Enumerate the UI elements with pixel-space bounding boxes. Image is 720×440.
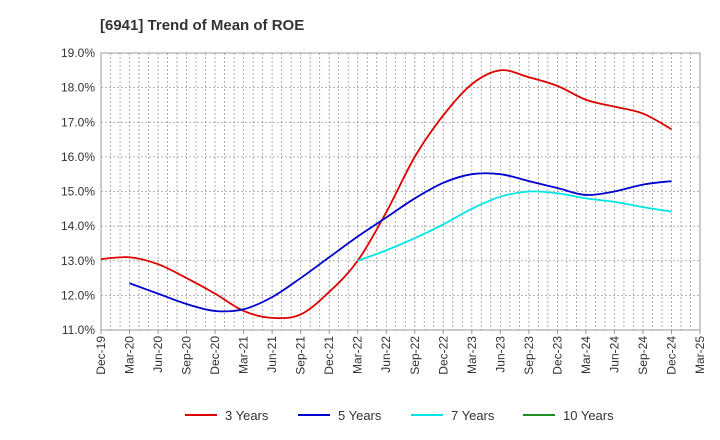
legend-label: 7 Years (451, 408, 495, 423)
y-tick-label: 15.0% (61, 185, 95, 199)
series-line-5-years (129, 172, 672, 313)
series-line-3-years (100, 69, 672, 320)
x-tick-label: Mar-20 (123, 336, 137, 374)
x-tick-label: Sep-21 (294, 336, 308, 375)
series-line-7-years (357, 190, 672, 262)
x-tick-label: Mar-21 (237, 336, 251, 374)
y-tick-label: 14.0% (61, 219, 95, 233)
y-tick-label: 13.0% (61, 254, 95, 268)
x-tick-label: Mar-24 (579, 336, 593, 374)
plot-area (100, 52, 701, 331)
plot-frame (100, 52, 701, 331)
y-axis-ticks: 19.0% 18.0% 17.0% 16.0% 15.0% 14.0% 13.0% 12.0%… (61, 46, 95, 337)
y-tick-label: 18.0% (61, 81, 95, 95)
x-tick-label: Mar-22 (351, 336, 365, 374)
x-tick-label: Mar-25 (693, 336, 707, 374)
y-tick-label: 19.0% (61, 46, 95, 60)
chart-title: [6941] Trend of Mean of ROE (100, 17, 304, 34)
x-tick-label: Sep-24 (636, 336, 650, 375)
x-tick-label: Jun-20 (151, 336, 165, 373)
x-tick-label: Sep-23 (522, 336, 536, 375)
x-axis-ticks: Dec-19 Mar-20 Jun-20 Sep-20 Dec-20 Mar-21 Jun-… (94, 330, 707, 375)
x-tick-label: Dec-19 (94, 336, 108, 375)
x-tick-label: Jun-24 (607, 336, 621, 373)
legend-label: 10 Years (563, 408, 614, 423)
series-lines (100, 69, 672, 320)
y-tick-label: 11.0% (62, 323, 95, 337)
x-tick-label: Dec-23 (550, 336, 564, 375)
x-tick-label: Jun-22 (379, 336, 393, 373)
y-tick-label: 12.0% (61, 288, 95, 302)
legend: 3 Years 5 Years 7 Years 10 Years (185, 408, 614, 423)
legend-label: 5 Years (338, 408, 382, 423)
y-tick-label: 17.0% (61, 115, 95, 129)
legend-label: 3 Years (225, 408, 269, 423)
x-tick-label: Jun-23 (493, 336, 507, 373)
x-tick-label: Dec-22 (436, 336, 450, 375)
x-tick-label: Mar-23 (465, 336, 479, 374)
x-tick-label: Sep-20 (180, 336, 194, 375)
x-tick-label: Dec-21 (322, 336, 336, 375)
x-tick-label: Dec-24 (664, 336, 678, 375)
x-tick-label: Sep-22 (408, 336, 422, 375)
x-tick-label: Dec-20 (208, 336, 222, 375)
y-tick-label: 16.0% (61, 150, 95, 164)
x-tick-label: Jun-21 (265, 336, 279, 373)
